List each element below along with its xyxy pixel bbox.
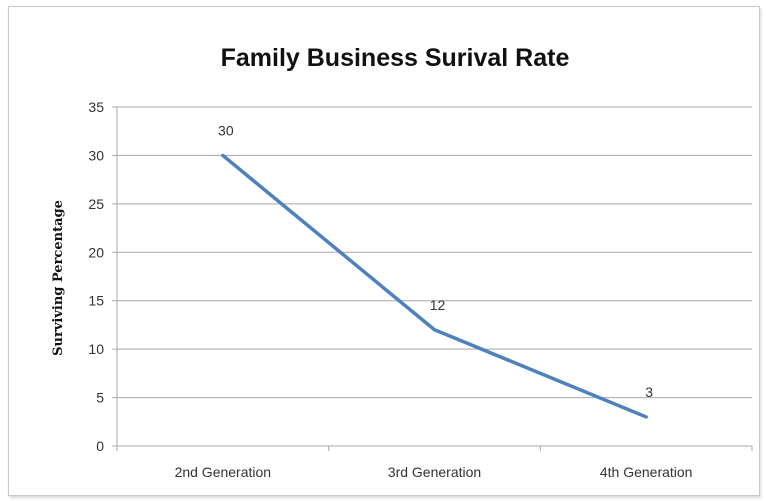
- x-tick-label: 3rd Generation: [388, 464, 481, 480]
- axes: [112, 106, 753, 451]
- y-tick-label: 25: [88, 196, 104, 212]
- gridlines: [117, 106, 752, 399]
- series-layer: [221, 153, 648, 419]
- y-tick-labels: 0 5 10 15 20 25 30 35: [88, 99, 104, 454]
- data-label: 3: [645, 384, 653, 400]
- y-tick-label: 35: [88, 99, 104, 115]
- data-label: 12: [430, 297, 446, 313]
- x-tick-label: 4th Generation: [600, 464, 693, 480]
- x-tick-label: 2nd Generation: [175, 464, 272, 480]
- y-tick-label: 5: [96, 390, 104, 406]
- data-labels: 30 12 3: [218, 122, 653, 400]
- y-tick-label: 30: [88, 147, 104, 163]
- y-axis-label: Surviving Percentage: [51, 200, 66, 356]
- chart-title: Family Business Surival Rate: [221, 44, 570, 72]
- y-tick-label: 15: [88, 293, 104, 309]
- y-tick-label: 20: [88, 244, 104, 260]
- y-tick-label: 10: [88, 341, 104, 357]
- data-label: 30: [218, 122, 234, 138]
- chart-frame: [8, 6, 760, 496]
- y-tick-label: 0: [96, 438, 104, 454]
- series-line: [221, 153, 648, 419]
- x-tick-labels: 2nd Generation 3rd Generation 4th Generati…: [175, 464, 693, 480]
